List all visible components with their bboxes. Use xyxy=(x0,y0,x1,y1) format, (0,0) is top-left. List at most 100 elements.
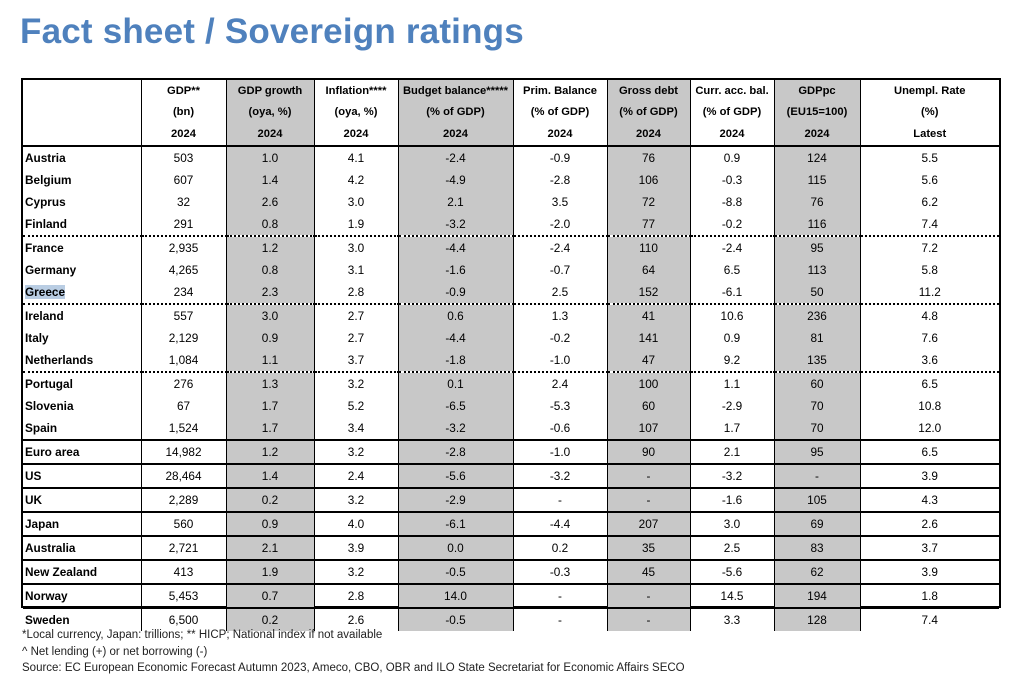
table-cell: -0.3 xyxy=(512,558,607,584)
table-cell: 14.5 xyxy=(689,582,774,608)
table-row: Slovenia 67 1.7 5.2 -6.5 -5.3 60 -2.9 70 10.8 xyxy=(23,394,999,417)
header-cell: (bn) xyxy=(140,101,226,123)
table-cell: 2.6 xyxy=(313,606,398,631)
table-cell: 69 xyxy=(773,510,860,536)
table-cell: 105 xyxy=(773,486,860,512)
table-cell: -0.9 xyxy=(397,280,513,304)
table-cell: -1.6 xyxy=(689,486,774,512)
table-row: Spain 1,524 1.7 3.4 -3.2 -0.6 107 1.7 70 12.0 xyxy=(23,416,999,440)
table-row: Euro area 14,982 1.2 3.2 -2.8 -1.0 90 2.1 95 6.5 xyxy=(23,438,999,464)
table-cell: 128 xyxy=(773,606,860,631)
table-cell: -4.4 xyxy=(512,510,607,536)
table-cell: 2.3 xyxy=(225,280,314,304)
table-cell: 77 xyxy=(606,212,690,236)
country-name: UK xyxy=(23,486,141,512)
header-cell: (oya, %) xyxy=(225,101,314,123)
table-cell: -1.6 xyxy=(397,258,513,281)
table-cell: 60 xyxy=(606,394,690,417)
table-cell: 3.5 xyxy=(512,190,607,213)
table-cell: -2.4 xyxy=(689,234,774,259)
table-cell: 0.8 xyxy=(225,258,314,281)
table-cell: 1.4 xyxy=(225,168,314,191)
country-name: France xyxy=(23,234,141,259)
table-cell: 1,524 xyxy=(140,416,226,440)
table-cell: 3.4 xyxy=(313,416,398,440)
table-cell: 4.2 xyxy=(313,168,398,191)
table-cell: -5.6 xyxy=(689,558,774,584)
table-row: Japan 560 0.9 4.0 -6.1 -4.4 207 3.0 69 2.6 xyxy=(23,510,999,536)
table-cell: 113 xyxy=(773,258,860,281)
table-cell: 1.7 xyxy=(225,394,314,417)
footnotes: *Local currency, Japan: trillions; ** HI… xyxy=(22,627,685,677)
table-cell: 1,084 xyxy=(140,348,226,372)
table-row: Portugal 276 1.3 3.2 0.1 2.4 100 1.1 60 6.5 xyxy=(23,370,999,395)
table-cell: 1.0 xyxy=(225,145,314,169)
country-name: Cyprus xyxy=(25,194,66,209)
header-cell: (%) xyxy=(859,101,999,123)
table-row: UK 2,289 0.2 3.2 -2.9- - -1.6 105 4.3 xyxy=(23,486,999,512)
header-cell: 2024 xyxy=(225,123,314,147)
table-cell: 276 xyxy=(140,370,226,395)
table-cell: -4.4 xyxy=(397,234,513,259)
table-row: Australia 2,721 2.1 3.9 0.0 0.2 35 2.5 83 3.7 xyxy=(23,534,999,560)
table-cell: 0.6 xyxy=(397,302,513,327)
table-cell: -3.2 xyxy=(512,462,607,488)
table-cell: 2.6 xyxy=(225,190,314,213)
table-cell: 3.3 xyxy=(689,606,774,631)
table-cell: -5.3 xyxy=(512,394,607,417)
table-cell: 1.3 xyxy=(512,302,607,327)
table-cell: 2.8 xyxy=(313,280,398,304)
table-cell: 1.2 xyxy=(225,438,314,464)
table-cell: 9.2 xyxy=(689,348,774,372)
header-cell: GDPpc xyxy=(773,80,860,102)
table-cell: 0.9 xyxy=(225,510,314,536)
country-name: New Zealand xyxy=(23,558,141,584)
table-row: Italy 2,129 0.9 2.7 -4.4 -0.2 141 0.9 81 7.6 xyxy=(23,326,999,349)
country-name: Slovenia xyxy=(25,398,74,413)
table-cell: 5.2 xyxy=(313,394,398,417)
table-cell: 4.0 xyxy=(313,510,398,536)
table-cell: -4.4 xyxy=(397,326,513,349)
table-cell: 6.5 xyxy=(859,370,999,395)
table-cell: 1.7 xyxy=(225,416,314,440)
table-cell: 4.8 xyxy=(859,302,999,327)
table-cell: 110 xyxy=(606,234,690,259)
header-cell xyxy=(23,123,141,147)
table-cell: 70 xyxy=(773,416,860,440)
table-cell: - xyxy=(512,606,607,631)
table-cell: 2.8 xyxy=(313,582,398,608)
country-name: Japan xyxy=(23,510,141,536)
table-cell: 70 xyxy=(773,394,860,417)
table-cell: 83 xyxy=(773,534,860,560)
table-row: US 28,464 1.4 2.4 -5.6 -3.2- -3.2-3.9 xyxy=(23,462,999,488)
table-cell: 6.5 xyxy=(689,258,774,281)
table-row: Norway 5,453 0.7 2.8 14.0- -14.5 194 1.8 xyxy=(23,582,999,608)
table-row: Finland 291 0.8 1.9 -3.2 -2.0 77 -0.2 116 7.4 xyxy=(23,212,999,236)
table-cell: -2.4 xyxy=(512,234,607,259)
table-cell: 5.5 xyxy=(859,145,999,169)
table-cell: 207 xyxy=(606,510,690,536)
table-cell: 7.2 xyxy=(859,234,999,259)
table-cell: -1.8 xyxy=(397,348,513,372)
table-cell: - xyxy=(773,462,860,488)
table-cell: 2.7 xyxy=(313,326,398,349)
table-cell: 0.9 xyxy=(689,326,774,349)
table-cell: 0.2 xyxy=(225,606,314,631)
table-cell: 95 xyxy=(773,234,860,259)
table-cell: 3.0 xyxy=(689,510,774,536)
table-cell: 3.2 xyxy=(313,486,398,512)
table-cell: 3.9 xyxy=(859,462,999,488)
table-cell: 7.4 xyxy=(859,212,999,236)
table-row: Germany 4,265 0.8 3.1 -1.6 -0.7 64 6.5 113 5.8 xyxy=(23,258,999,281)
table-body: Austria 503 1.0 4.1 -2.4 -0.9 76 0.9 124 5.5 Belgi… xyxy=(23,145,999,631)
country-name: Norway xyxy=(23,582,141,608)
table-cell: - xyxy=(606,606,690,631)
table-cell: -0.3 xyxy=(689,168,774,191)
table-cell: 100 xyxy=(606,370,690,395)
header-cell: 2024 xyxy=(397,123,513,147)
table-cell: 2.5 xyxy=(689,534,774,560)
header-cell: Inflation**** xyxy=(313,80,398,102)
country-name: Spain xyxy=(25,420,58,435)
table-cell: 4.3 xyxy=(859,486,999,512)
table-cell: 2.1 xyxy=(225,534,314,560)
